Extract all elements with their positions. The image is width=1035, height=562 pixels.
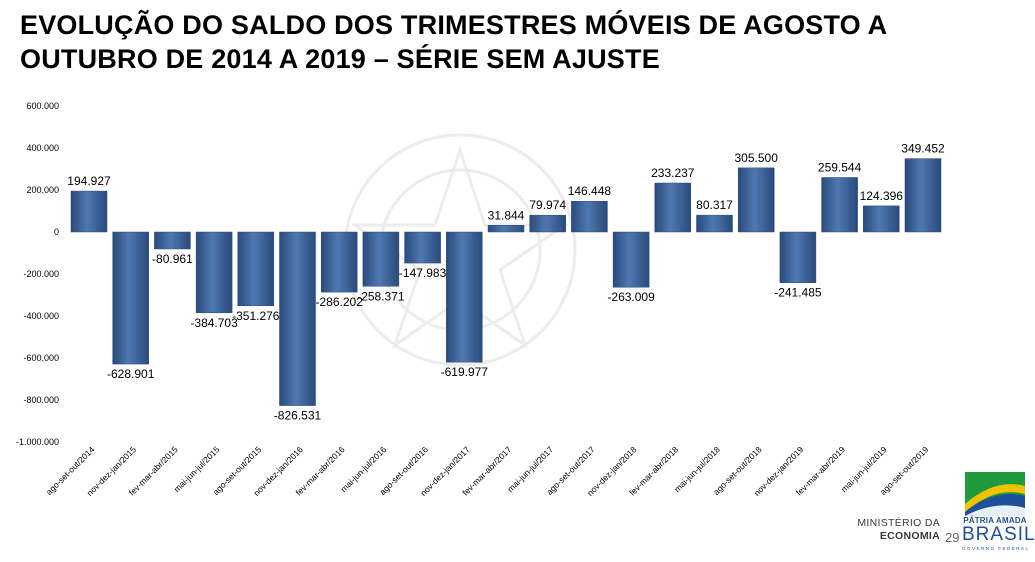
data-label: 259.544	[818, 160, 862, 174]
y-tick-label: -1.000.000	[16, 437, 59, 447]
bar	[279, 231, 316, 406]
data-label: -80.961	[152, 252, 193, 266]
bar	[779, 231, 817, 283]
data-label: -286.202	[316, 295, 364, 309]
bar	[154, 231, 191, 250]
ministry-label: MINISTÉRIO DA ECONOMIA	[845, 517, 940, 543]
logo-text-line-2: BRASIL	[962, 524, 1035, 545]
data-label: 124.396	[860, 189, 904, 203]
data-label: 31.844	[488, 208, 525, 222]
logo-text-line-3: GOVERNO FEDERAL	[962, 546, 1030, 551]
bar	[654, 182, 692, 233]
data-label: -263.009	[607, 290, 655, 304]
y-tick-label: -400.000	[23, 311, 59, 321]
bar	[487, 225, 525, 233]
data-label: 146.448	[568, 184, 612, 198]
data-label: -619.977	[441, 365, 489, 379]
bar	[529, 214, 566, 233]
bar	[320, 231, 358, 293]
data-label: -351.276	[232, 309, 280, 323]
data-label: -628.901	[107, 367, 155, 381]
data-label: 194.927	[67, 174, 111, 188]
bar	[821, 177, 858, 233]
bar	[362, 231, 400, 287]
bar	[446, 231, 483, 363]
ministry-label-line-2: ECONOMIA	[879, 530, 940, 542]
y-tick-label: -200.000	[23, 269, 59, 279]
data-label: -147.983	[399, 266, 447, 280]
y-tick-label: 200.000	[26, 185, 59, 195]
bar	[696, 214, 733, 233]
bar	[70, 190, 108, 233]
page-title: EVOLUÇÃO DO SALDO DOS TRIMESTRES MÓVEIS …	[20, 8, 1020, 76]
data-label: 305.500	[735, 151, 779, 165]
y-tick-label: 400.000	[26, 143, 59, 153]
data-label: 80.317	[696, 198, 733, 212]
bar	[612, 231, 650, 288]
data-label: -258.371	[357, 289, 405, 303]
bar	[112, 231, 149, 365]
page-title-line-1: EVOLUÇÃO DO SALDO DOS TRIMESTRES MÓVEIS …	[20, 10, 888, 40]
bar	[571, 200, 608, 233]
flag-icon	[965, 472, 1025, 516]
bar	[904, 158, 942, 233]
bar	[737, 167, 775, 233]
data-label: 233.237	[651, 166, 695, 180]
data-label: -241.485	[774, 286, 822, 300]
bar	[404, 231, 441, 264]
data-label: -826.531	[274, 409, 322, 423]
y-tick-label: 600.000	[26, 101, 59, 111]
bar	[863, 205, 900, 233]
page-title-line-2: OUTUBRO DE 2014 A 2019 – SÉRIE SEM AJUST…	[20, 44, 660, 74]
y-tick-label: -600.000	[23, 353, 59, 363]
ministry-label-line-1: MINISTÉRIO DA	[857, 517, 940, 529]
patria-amada-brasil-logo: PÁTRIA AMADA BRASIL GOVERNO FEDERAL	[962, 472, 1035, 554]
data-label: 349.452	[901, 142, 945, 156]
page-number: 29	[945, 530, 960, 545]
bar	[237, 231, 275, 307]
y-tick-label: -800.000	[23, 395, 59, 405]
data-label: -384.703	[190, 316, 238, 330]
data-label: 79.974	[529, 198, 566, 212]
logo-text-line-1: PÁTRIA AMADA	[963, 516, 1027, 525]
bar	[195, 231, 233, 314]
y-tick-label: 0	[54, 227, 59, 237]
